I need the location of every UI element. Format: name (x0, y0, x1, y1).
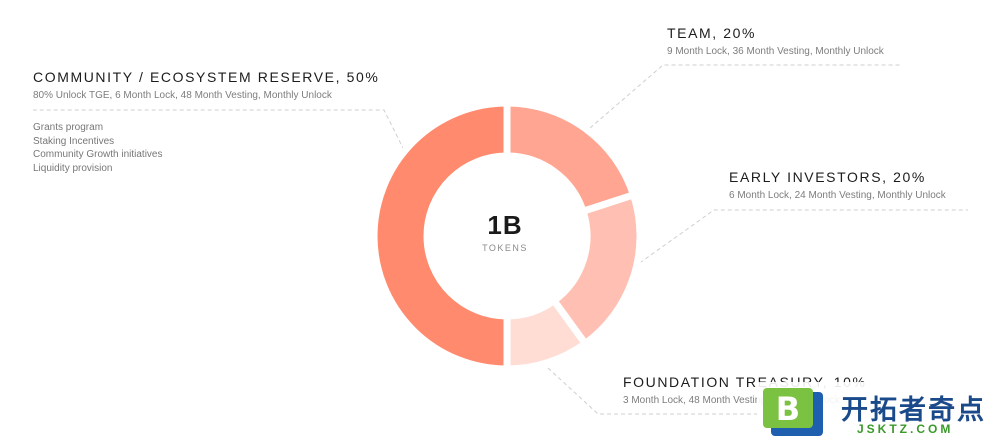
slice-team (503, 99, 638, 216)
label-team-title: TEAM, 20% (667, 25, 757, 41)
leader-line-treasury (547, 367, 760, 415)
bullet-item: Liquidity provision (33, 162, 113, 174)
total-value: 1B (487, 210, 523, 240)
label-community-detail: 80% Unlock TGE, 6 Month Lock, 48 Month V… (33, 90, 332, 101)
label-community-title: COMMUNITY / ECOSYSTEM RESERVE, 50% (33, 69, 380, 85)
label-community: COMMUNITY / ECOSYSTEM RESERVE, 50% 80% U… (33, 69, 379, 101)
bullet-item: Grants program (33, 122, 104, 133)
watermark: B 开拓者奇点 JSKTZ.COM (757, 382, 1000, 441)
total-unit: TOKENS (482, 243, 528, 253)
leader-line-team (589, 64, 900, 129)
donut-slices (370, 99, 644, 373)
watermark-logo: B (763, 388, 823, 436)
label-investors-title: EARLY INVESTORS, 20% (729, 169, 926, 185)
label-investors-detail: 6 Month Lock, 24 Month Vesting, Monthly … (729, 190, 946, 201)
label-team: TEAM, 20% 9 Month Lock, 36 Month Vesting… (667, 25, 884, 57)
leader-line-investors (633, 209, 968, 268)
watermark-logo-letter: B (776, 390, 800, 428)
watermark-url: JSKTZ.COM (857, 422, 954, 436)
label-treasury-detail: 3 Month Lock, 48 Month Vesting, Monthly … (623, 395, 840, 406)
label-investors: EARLY INVESTORS, 20% 6 Month Lock, 24 Mo… (729, 169, 946, 201)
label-team-detail: 9 Month Lock, 36 Month Vesting, Monthly … (667, 46, 884, 57)
leader-line-community (33, 109, 405, 151)
community-bullet-list: Grants program Staking Incentives Commun… (33, 121, 162, 175)
bullet-item: Staking Incentives (33, 135, 115, 147)
bullet-item: Community Growth initiatives (33, 149, 163, 160)
leader-lines (33, 64, 968, 415)
watermark-text: 开拓者奇点 (841, 395, 986, 425)
slice-community (370, 99, 511, 373)
